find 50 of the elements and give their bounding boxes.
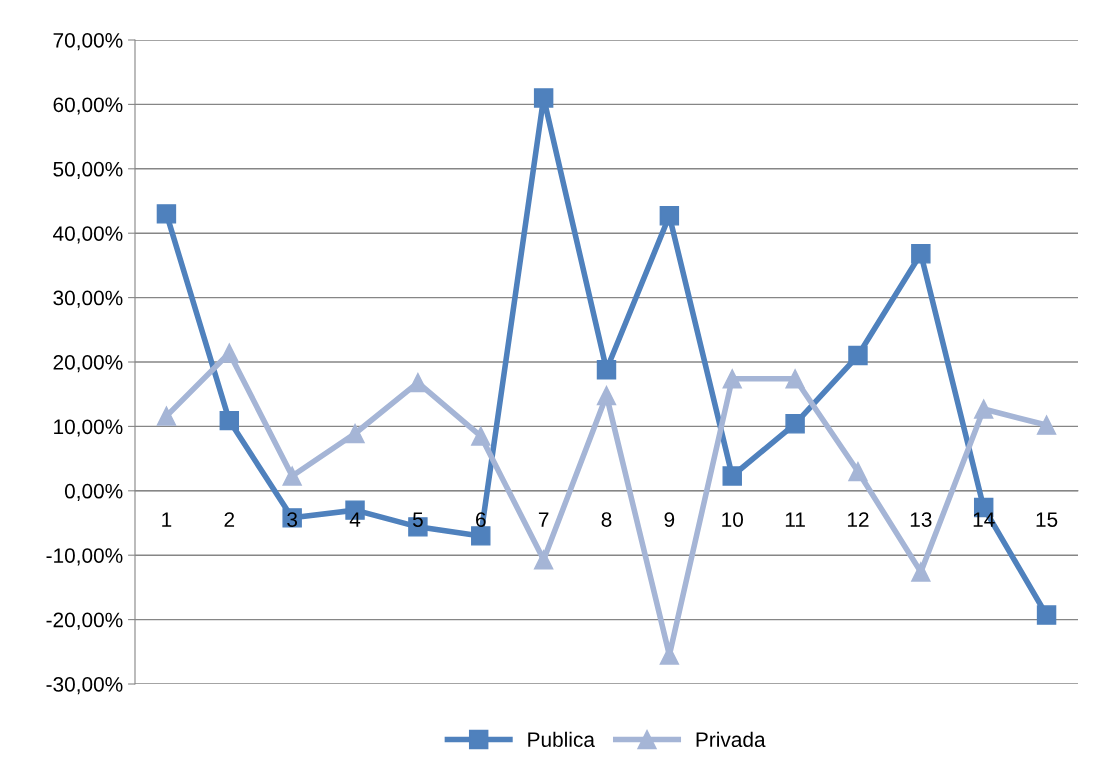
x-tick-label: 13 bbox=[910, 512, 932, 527]
x-tick-label: 11 bbox=[785, 512, 805, 527]
point bbox=[1036, 605, 1057, 625]
x-tick-label: 2 bbox=[224, 512, 235, 527]
y-tick-label: 60,00% bbox=[53, 97, 123, 115]
point bbox=[659, 206, 680, 226]
point bbox=[533, 549, 554, 570]
point bbox=[722, 369, 742, 389]
y-tick-label: 30,00% bbox=[53, 290, 123, 308]
point bbox=[785, 414, 805, 434]
point bbox=[848, 345, 868, 366]
point bbox=[533, 88, 554, 108]
y-tick-label: 10,00% bbox=[54, 419, 123, 437]
point bbox=[722, 466, 742, 486]
legend-label: Publica bbox=[528, 731, 595, 748]
y-tick-label: 0,00% bbox=[64, 483, 123, 502]
y-tick-label: 20,00% bbox=[53, 355, 123, 373]
x-tick-label: 1 bbox=[162, 512, 172, 527]
x-tick-label: 9 bbox=[664, 512, 675, 527]
point bbox=[219, 343, 240, 363]
y-tick-label: 70,00% bbox=[53, 33, 123, 51]
point bbox=[848, 461, 868, 482]
point bbox=[471, 526, 491, 546]
point bbox=[596, 385, 617, 406]
x-tick-label: 12 bbox=[847, 512, 869, 527]
point bbox=[973, 399, 994, 419]
y-tick-label: -10,00% bbox=[46, 548, 123, 566]
point bbox=[596, 360, 617, 380]
x-tick-label: 3 bbox=[287, 512, 298, 527]
point bbox=[345, 423, 365, 444]
point bbox=[785, 369, 805, 389]
point bbox=[156, 406, 177, 426]
point bbox=[408, 372, 428, 393]
y-tick-label: -30,00% bbox=[46, 677, 123, 695]
point bbox=[911, 562, 931, 582]
y-tick-label: -20,00% bbox=[46, 612, 123, 630]
x-tick-label: 7 bbox=[538, 512, 549, 527]
x-tick-label: 10 bbox=[722, 512, 744, 527]
y-tick-label: 40,00% bbox=[53, 226, 123, 244]
point bbox=[282, 466, 302, 486]
y-tick-label: 50,00% bbox=[53, 161, 123, 180]
point bbox=[471, 426, 491, 446]
x-tick-label: 15 bbox=[1036, 512, 1058, 527]
legend-label: Privada bbox=[696, 731, 766, 748]
point bbox=[911, 244, 931, 264]
x-tick-label: 8 bbox=[601, 512, 612, 527]
x-tick-label: 4 bbox=[349, 512, 361, 527]
point bbox=[1036, 415, 1057, 435]
point bbox=[219, 410, 240, 431]
point bbox=[156, 204, 177, 224]
